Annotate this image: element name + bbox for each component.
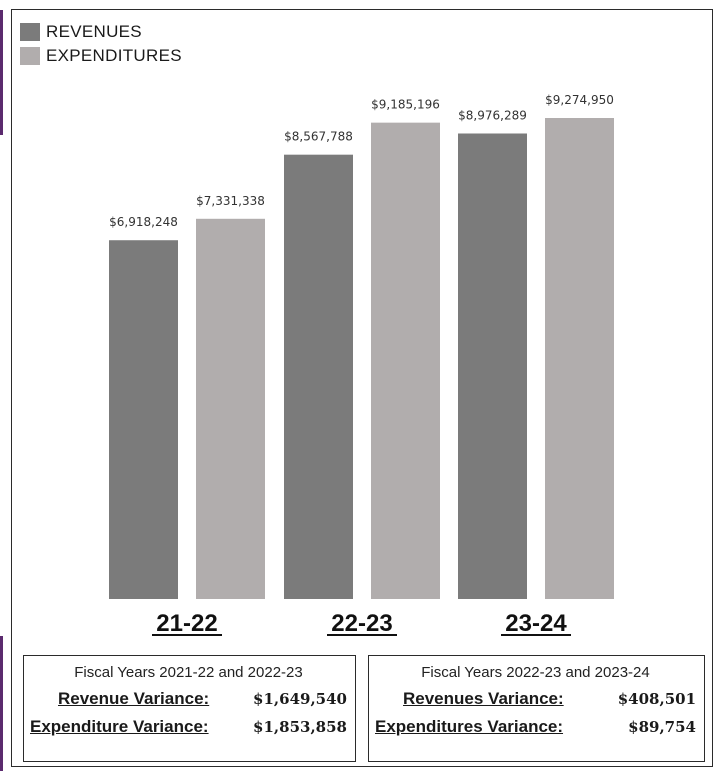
variance-box-1: Fiscal Years 2021-22 and 2022-23 Revenue… <box>23 655 356 762</box>
variance-row-revenue: Revenue Variance: $1,649,540 <box>30 689 347 709</box>
variance-box-title: Fiscal Years 2021-22 and 2022-23 <box>74 664 303 681</box>
variance-value: $408,501 <box>617 690 696 708</box>
category-underline <box>501 634 571 636</box>
accent-bar-bottom <box>0 636 3 771</box>
bar-revenues-23-24 <box>458 133 527 600</box>
legend-label-revenues: REVENUES <box>46 22 142 41</box>
data-label-revenues-22-23: $8,567,788 <box>284 130 353 144</box>
legend-label-expenditures: EXPENDITURES <box>46 46 182 65</box>
category-label-22-23: 22-23 <box>331 610 392 637</box>
category-label-21-22: 21-22 <box>156 610 217 637</box>
legend-item-expenditures: EXPENDITURES <box>20 44 182 68</box>
variance-label: Revenues Variance: <box>403 689 564 708</box>
data-label-expenditures-23-24: $9,274,950 <box>545 93 614 107</box>
variance-row-revenue: Revenues Variance: $408,501 <box>375 689 696 709</box>
bar-expenditures-23-24 <box>545 118 614 599</box>
category-underline <box>152 634 222 636</box>
category-underline <box>327 634 397 636</box>
legend-item-revenues: REVENUES <box>20 20 182 44</box>
variance-value: $89,754 <box>628 718 696 736</box>
data-label-expenditures-21-22: $7,331,338 <box>196 194 265 208</box>
category-label-23-24: 23-24 <box>505 610 567 637</box>
variance-box-2: Fiscal Years 2022-23 and 2023-24 Revenue… <box>368 655 705 762</box>
variance-label: Revenue Variance: <box>58 689 210 708</box>
data-label-expenditures-22-23: $9,185,196 <box>371 98 440 112</box>
legend-swatch-expenditures <box>20 47 40 65</box>
legend-swatch-revenues <box>20 23 40 41</box>
variance-box-title: Fiscal Years 2022-23 and 2023-24 <box>421 664 650 681</box>
variance-value: $1,649,540 <box>253 690 347 708</box>
bar-chart: $6,918,248 $7,331,338 21-22 $8,567,788 $9,18… <box>109 93 614 637</box>
chart-frame <box>11 9 713 767</box>
variance-value: $1,853,858 <box>253 718 347 736</box>
bar-revenues-21-22 <box>109 240 178 599</box>
legend: REVENUES EXPENDITURES <box>20 20 182 68</box>
bar-expenditures-21-22 <box>196 218 265 599</box>
variance-label: Expenditure Variance: <box>30 717 209 736</box>
variance-row-expenditure: Expenditure Variance: $1,853,858 <box>30 717 347 737</box>
bar-expenditures-22-23 <box>371 122 440 599</box>
variance-row-expenditure: Expenditures Variance: $89,754 <box>375 717 696 737</box>
bar-revenues-22-23 <box>284 154 353 599</box>
data-label-revenues-23-24: $8,976,289 <box>458 108 527 122</box>
accent-bar-top <box>0 10 3 135</box>
variance-label: Expenditures Variance: <box>375 717 564 736</box>
data-label-revenues-21-22: $6,918,248 <box>109 215 178 229</box>
